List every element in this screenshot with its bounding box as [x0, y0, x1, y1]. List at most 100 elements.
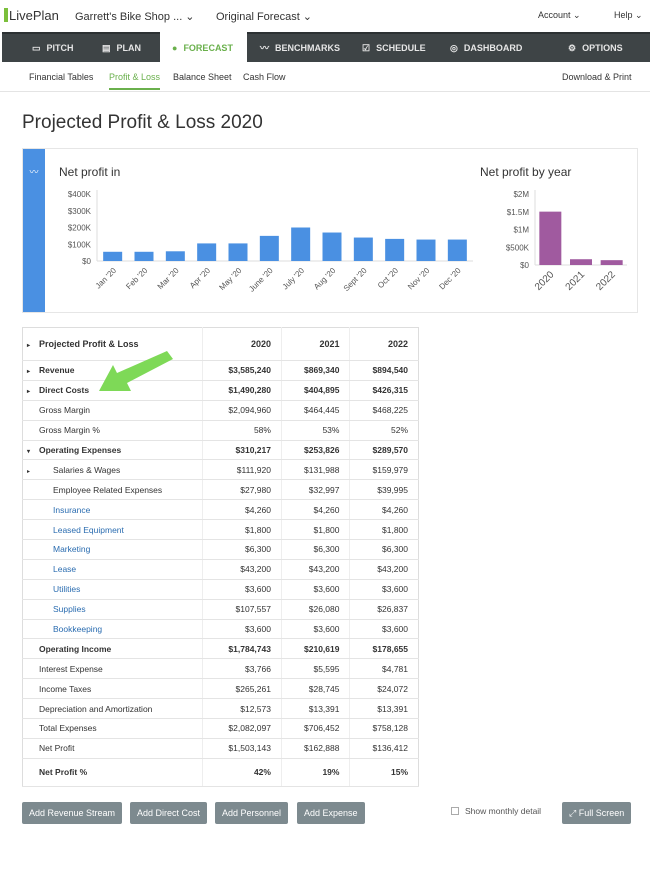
row-label[interactable]: Bookkeeping [22, 619, 203, 640]
y-tick-label: $100K [68, 240, 92, 249]
table-row: Employee Related Expenses $27,980 $32,997 $… [22, 479, 419, 501]
row-label[interactable]: Insurance [22, 499, 203, 521]
row-value-2020: $6,300 [202, 539, 282, 560]
x-tick-label: May '20 [217, 266, 243, 292]
row-label: Employee Related Expenses [22, 479, 203, 501]
y-tick-label: $1.5M [507, 208, 530, 217]
bar [228, 243, 248, 261]
trend-icon: 〰 [260, 43, 270, 53]
add-direct-cost-button[interactable]: Add Direct Cost [130, 802, 208, 824]
account-menu[interactable]: Account ⌄ [538, 10, 581, 20]
page-title-text: Projected Profit & Loss [22, 112, 216, 133]
row-value-2022: $159,979 [349, 459, 419, 481]
table-row: Lease $43,200 $43,200 $43,200 [22, 559, 419, 580]
table-row: Gross Margin % 58% 53% 52% [22, 420, 419, 441]
table-row: Interest Expense $3,766 $5,595 $4,781 [22, 658, 419, 680]
table-row: ▸ Salaries & Wages $111,920 $131,988 $159,97… [22, 459, 419, 481]
row-value-2021: $1,800 [280, 519, 350, 541]
monthly-chart-title: Net profit in [59, 165, 121, 179]
table-row: Net Profit $1,503,143 $162,888 $136,412 [22, 738, 419, 759]
row-label[interactable]: Utilities [22, 579, 203, 600]
row-value-2021: $4,260 [280, 499, 350, 521]
row-value-2022: $136,412 [349, 738, 419, 759]
table-row: Insurance $4,260 $4,260 $4,260 [22, 499, 419, 521]
bar [570, 259, 592, 265]
tab-balance-sheet[interactable]: Balance Sheet [173, 72, 232, 82]
sub-nav: Financial Tables Profit & Loss Balance S… [0, 62, 650, 92]
table-row: Gross Margin $2,094,960 $464,445 $468,225 [22, 400, 419, 421]
row-value-2020: $43,200 [202, 559, 282, 580]
row-value-2020: $4,260 [202, 499, 282, 521]
nav-tab-pitch[interactable]: ▭ PITCH [32, 43, 74, 53]
row-value-2020: $3,600 [202, 619, 282, 640]
table-row: Total Expenses $2,082,097 $706,452 $758,128 [22, 718, 419, 739]
row-label: Operating Income [22, 638, 203, 660]
row-value-2022: $13,391 [349, 698, 419, 720]
row-label[interactable]: Supplies [22, 599, 203, 620]
liveplan-logo[interactable]: LivePlan [4, 8, 59, 23]
row-value-2022: $39,995 [349, 479, 419, 501]
x-tick-label: June '20 [247, 266, 275, 294]
tab-cash-flow[interactable]: Cash Flow [243, 72, 286, 82]
row-value-2022: $178,655 [349, 638, 419, 660]
row-label: Total Expenses [22, 718, 203, 739]
row-value-2022: $43,200 [349, 559, 419, 580]
row-label[interactable]: Lease [22, 559, 203, 580]
nav-tab-options[interactable]: ⚙ OPTIONS [568, 43, 623, 53]
company-dropdown[interactable]: Garrett's Bike Shop ... ⌄ [75, 11, 195, 23]
y-tick-label: $500K [506, 243, 530, 252]
x-tick-label: Oct '20 [376, 266, 400, 290]
chart-icon: 〰 [23, 149, 45, 312]
nav-tab-forecast[interactable]: ● FORECAST [160, 32, 247, 64]
top-bar: LivePlan Garrett's Bike Shop ... ⌄ Origi… [0, 0, 650, 32]
row-label[interactable]: Leased Equipment [22, 519, 203, 541]
row-value-2022: $4,260 [349, 499, 419, 521]
row-label: Net Profit [22, 738, 203, 759]
tab-profit-loss[interactable]: Profit & Loss [109, 72, 161, 90]
bar [197, 243, 217, 261]
help-menu[interactable]: Help ⌄ [614, 10, 643, 20]
x-tick-label: Apr '20 [188, 266, 213, 291]
nav-tab-dashboard[interactable]: ◎ DASHBOARD [450, 43, 523, 53]
y-tick-label: $200K [68, 224, 92, 233]
bar [165, 251, 185, 261]
add-personnel-button[interactable]: Add Personnel [215, 802, 289, 824]
row-label[interactable]: Marketing [22, 539, 203, 560]
table-row: Operating Income $1,784,743 $210,619 $178,6… [22, 638, 419, 660]
row-label[interactable]: ▾ Operating Expenses [22, 440, 203, 461]
row-value-2022: $758,128 [349, 718, 419, 739]
bar [600, 260, 623, 265]
row-value-2020: $2,094,960 [202, 400, 282, 421]
row-value-2021: $210,619 [280, 638, 350, 660]
table-row: Income Taxes $265,261 $28,745 $24,072 [22, 678, 419, 700]
bar [291, 227, 311, 261]
nav-tab-benchmarks[interactable]: 〰 BENCHMARKS [260, 43, 341, 53]
y-tick-label: $2M [513, 190, 529, 199]
bar [322, 232, 342, 261]
add-expense-button[interactable]: Add Expense [297, 802, 365, 824]
row-value-2022: $894,540 [349, 360, 419, 381]
x-tick-label: Sept '20 [342, 266, 369, 293]
full-screen-button[interactable]: ⤢ Full Screen [562, 802, 632, 824]
row-value-2021: $3,600 [280, 579, 350, 600]
row-value-2020: 42% [202, 758, 282, 787]
row-label: Gross Margin [22, 400, 203, 421]
main-nav: ▭ PITCH ▤ PLAN ● FORECAST 〰 BENCHMARKS ☑ SCHEDULE… [2, 32, 650, 64]
row-value-2021: 53% [280, 420, 350, 441]
show-monthly-detail-checkbox[interactable]: Show monthly detail [451, 806, 541, 816]
tab-financial-tables[interactable]: Financial Tables [29, 72, 94, 82]
nav-tab-plan[interactable]: ▤ PLAN [102, 43, 142, 53]
nav-tab-schedule[interactable]: ☑ SCHEDULE [362, 43, 426, 53]
row-value-2022: $1,800 [349, 519, 419, 541]
row-label[interactable]: ▸ Salaries & Wages [22, 459, 203, 481]
table-row: Supplies $107,557 $26,080 $26,837 [22, 599, 419, 620]
download-print-link[interactable]: Download & Print [562, 72, 632, 82]
row-value-2021: $6,300 [280, 539, 350, 560]
row-value-2022: $3,600 [349, 619, 419, 640]
row-value-2022: $26,837 [349, 599, 419, 620]
x-tick-label: Aug '20 [312, 266, 338, 292]
row-value-2021: $464,445 [280, 400, 350, 421]
forecast-dropdown[interactable]: Original Forecast ⌄ [216, 11, 313, 23]
add-revenue-stream-button[interactable]: Add Revenue Stream [22, 802, 123, 824]
header-label[interactable]: ▸ Projected Profit & Loss [22, 327, 203, 361]
